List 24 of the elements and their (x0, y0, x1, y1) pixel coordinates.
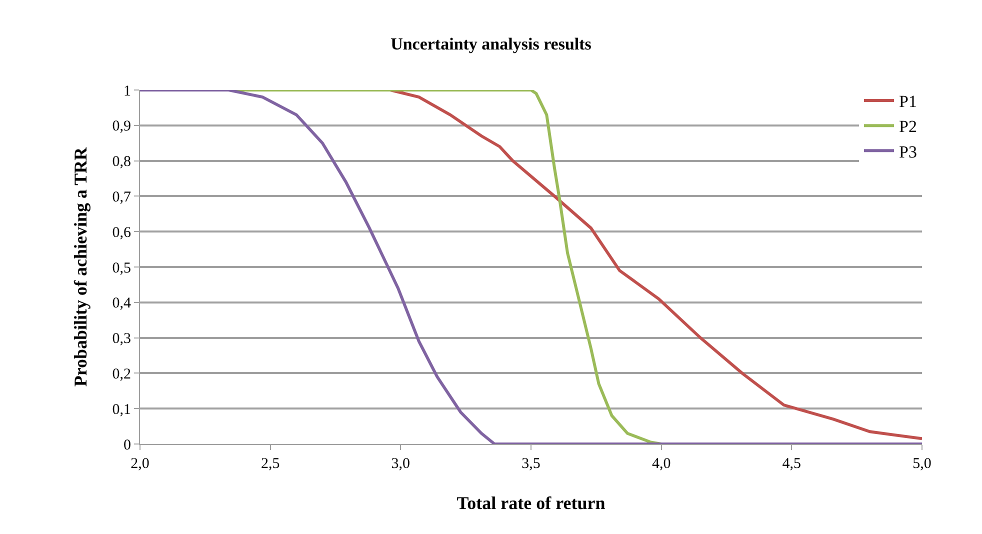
y-tick-label: 0,4 (112, 296, 132, 312)
y-axis-title: Probability of achieving a TRR (70, 146, 90, 387)
x-tick-label: 2,5 (260, 456, 280, 472)
y-tick-label: 0,7 (112, 189, 132, 206)
legend-label: P1 (899, 92, 917, 112)
x-tick-label: 4,5 (782, 456, 802, 472)
y-tick-label: 0,3 (112, 331, 131, 348)
y-tick-label: 0,2 (112, 366, 131, 382)
y-tick-label: 0 (124, 437, 131, 454)
y-tick-label: 0,9 (112, 118, 131, 135)
y-tick-label: 0,5 (112, 260, 131, 276)
y-tick-label: 1 (124, 83, 131, 100)
y-tick-label: 0,1 (112, 402, 131, 418)
y-tick-label: 0,8 (112, 154, 131, 170)
x-tick-label: 2,0 (130, 456, 150, 472)
legend-label: P3 (899, 142, 917, 162)
x-tick-label: 4,0 (652, 456, 671, 472)
x-axis-title: Total rate of return (456, 493, 606, 514)
chart-title: Uncertainty analysis results (390, 34, 592, 54)
x-tick-label: 3,5 (522, 456, 540, 472)
y-tick-label: 0,6 (112, 224, 132, 241)
x-tick-label: 5,0 (912, 456, 932, 472)
legend-label: P2 (899, 117, 917, 136)
x-tick-label: 3,0 (391, 456, 410, 472)
